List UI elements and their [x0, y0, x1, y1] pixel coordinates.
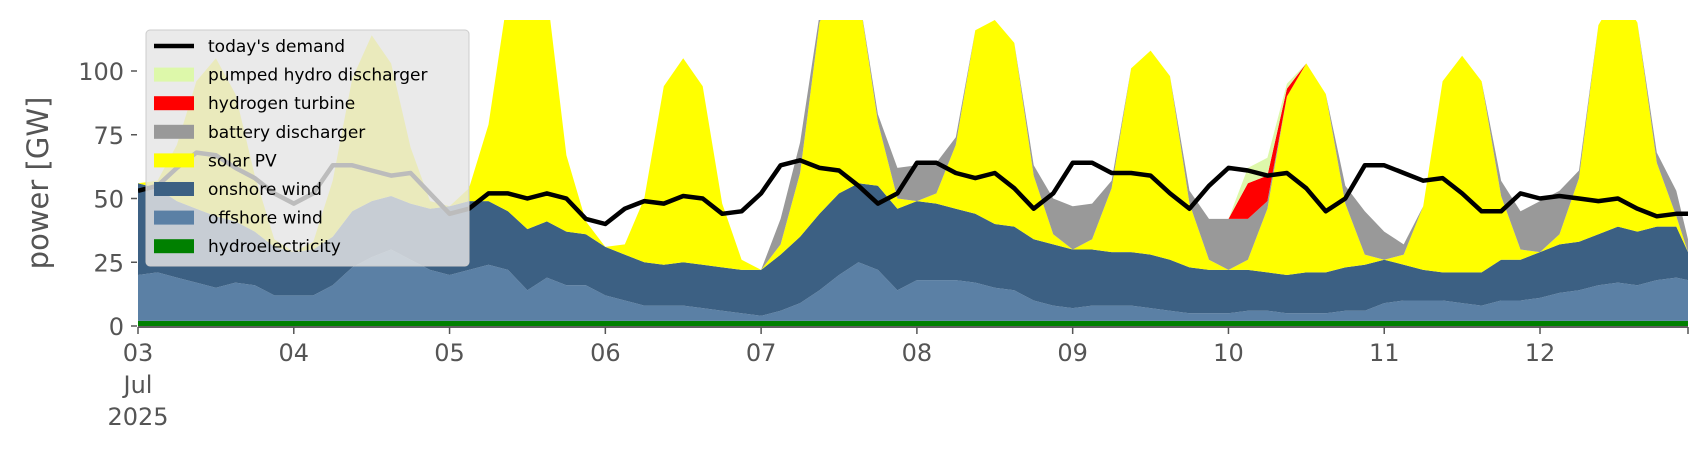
axes: 0 25 50 75 100 03 Jul 2025 04 05 06 07 08 09 10 11 12	[78, 58, 1689, 431]
legend-label: offshore wind	[208, 209, 323, 229]
area-onshore-wind	[138, 183, 1688, 316]
area-battery-discharger	[138, 20, 1688, 270]
y-tick-label: 50	[93, 186, 124, 214]
x-tick-label: 03	[123, 339, 154, 367]
legend-label: hydroelectricity	[208, 237, 341, 257]
legend-box	[145, 29, 470, 267]
x-tick-label: 12	[1525, 339, 1556, 367]
legend-swatch	[154, 153, 194, 168]
y-tick-label: 75	[93, 122, 124, 150]
x-tick-label: Jul	[122, 371, 153, 399]
area-hydroelectricity	[138, 320, 1688, 326]
area-solar-pv	[138, 20, 1688, 275]
legend-swatch	[154, 96, 194, 111]
x-tick-label: 04	[279, 339, 310, 367]
x-tick-label: 08	[902, 339, 933, 367]
x-tick-label: 2025	[107, 403, 168, 431]
legend: today's demand pumped hydro discharger hyd…	[145, 29, 470, 267]
stacked-areas	[138, 20, 1688, 326]
x-tick-label: 06	[590, 339, 621, 367]
legend-label: battery discharger	[208, 123, 365, 143]
x-tick-label: 07	[746, 339, 777, 367]
legend-swatch	[154, 67, 194, 82]
y-tick-label: 100	[78, 58, 124, 86]
x-tick-label: 05	[434, 339, 465, 367]
legend-swatch	[154, 182, 194, 196]
legend-swatch	[154, 210, 194, 225]
x-tick-label: 09	[1057, 339, 1088, 367]
y-tick-label: 25	[93, 249, 124, 277]
legend-label: today's demand	[208, 37, 345, 57]
y-tick-label: 0	[109, 313, 124, 341]
area-offshore-wind	[138, 249, 1688, 321]
x-tick-label: 11	[1369, 339, 1400, 367]
legend-swatch	[154, 124, 194, 139]
legend-label: onshore wind	[208, 180, 322, 200]
legend-label: solar PV	[208, 151, 277, 171]
x-tick-label: 10	[1213, 339, 1244, 367]
legend-swatch	[154, 239, 194, 254]
y-axis-label: power [GW]	[21, 97, 55, 270]
legend-label: hydrogen turbine	[208, 94, 355, 114]
legend-label: pumped hydro discharger	[208, 66, 427, 86]
